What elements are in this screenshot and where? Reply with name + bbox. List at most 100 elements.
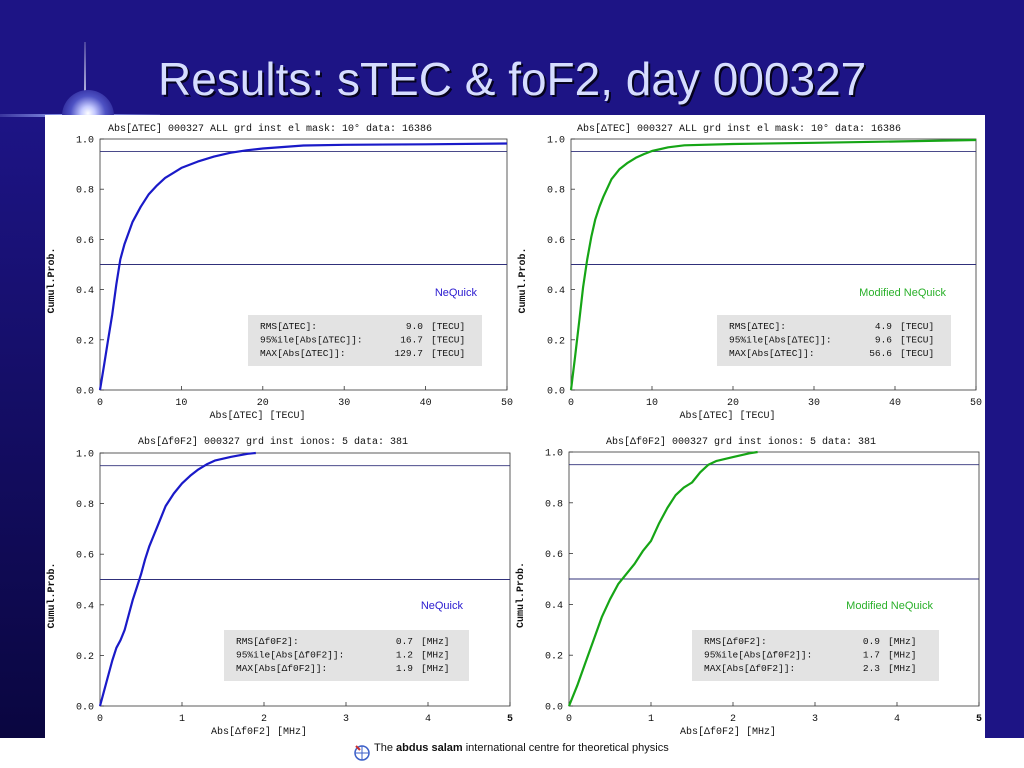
stat-label: RMS[Δf0F2]: [704,636,767,647]
y-tick-label: 0.8 [547,186,565,197]
y-tick-label: 0.8 [76,500,94,511]
y-tick-label: 0.6 [76,551,94,562]
stat-value: 0.7 [396,636,413,647]
stats-box [717,315,951,366]
x-tick-label: 50 [501,398,513,409]
x-tick-label: 20 [257,398,269,409]
x-axis-label: Abs[ΔTEC] [TECU] [679,410,775,422]
stat-label: MAX[Abs[ΔTEC]]: [729,348,815,359]
slide-title: Results: sTEC & foF2, day 000327 [158,53,867,105]
footer-bar [0,738,1024,768]
x-tick-label: 4 [425,714,431,725]
footer-name: abdus salam [396,742,463,754]
stat-label: RMS[ΔTEC]: [729,321,786,332]
y-tick-label: 0.2 [547,336,565,347]
stat-label: 95%ile[Abs[ΔTEC]]: [729,335,832,346]
x-tick-label: 1 [648,714,654,725]
x-tick-label: 2 [730,714,736,725]
stats-box [224,630,469,681]
x-tick-label: 30 [338,398,350,409]
left-decor-strip [0,118,45,738]
footer-the: The [374,742,393,754]
stat-label: 95%ile[Abs[Δf0F2]]: [704,650,812,661]
x-tick-label: 10 [646,398,658,409]
stat-label: RMS[ΔTEC]: [260,321,317,332]
x-tick-label: 30 [808,398,820,409]
x-axis-label: Abs[ΔTEC] [TECU] [209,410,305,422]
stat-unit: [TECU] [431,348,465,359]
stat-value: 9.0 [406,321,423,332]
stat-value: 2.3 [863,663,880,674]
x-tick-label: 10 [175,398,187,409]
x-tick-label: 5 [976,714,982,725]
x-tick-label: 4 [894,714,900,725]
stat-value: 56.6 [869,348,892,359]
y-axis-label: Cumul.Prob. [46,562,58,628]
stat-value: 1.2 [396,650,413,661]
y-axis-label: Cumul.Prob. [515,562,527,628]
stat-unit: [MHz] [421,636,450,647]
series-name-label: NeQuick [421,600,464,612]
y-tick-label: 0.6 [76,236,94,247]
ictp-logo-icon [354,745,370,761]
right-decor-strip [985,115,1024,738]
x-tick-label: 2 [261,714,267,725]
chart-header: Abs[ΔTEC] 000327 ALL grd inst el mask: 1… [108,123,432,135]
x-tick-label: 40 [889,398,901,409]
y-tick-label: 1.0 [76,136,94,147]
y-tick-label: 0.4 [547,286,565,297]
y-tick-label: 0.0 [545,703,563,714]
x-tick-label: 3 [812,714,818,725]
stat-label: MAX[Abs[ΔTEC]]: [260,348,346,359]
series-name-label: Modified NeQuick [859,287,946,299]
stat-unit: [TECU] [900,348,934,359]
cdf-series-line [567,450,758,707]
x-axis-label: Abs[Δf0F2] [MHz] [211,726,307,738]
stat-unit: [TECU] [431,335,465,346]
x-tick-label: 0 [566,714,572,725]
chart-1: Abs[ΔTEC] 000327 ALL grd inst el mask: 1… [46,123,513,422]
y-tick-label: 0.8 [76,186,94,197]
y-tick-label: 0.4 [76,601,94,612]
y-tick-label: 0.4 [545,601,563,612]
x-axis-label: Abs[Δf0F2] [MHz] [680,726,776,738]
stat-unit: [TECU] [431,321,465,332]
stat-value: 129.7 [394,348,423,359]
chart-header: Abs[Δf0F2] 000327 grd inst ionos: 5 data… [606,436,876,448]
stat-label: 95%ile[Abs[ΔTEC]]: [260,335,363,346]
y-tick-label: 0.0 [76,387,94,398]
x-tick-label: 0 [97,398,103,409]
y-axis-label: Cumul.Prob. [46,247,58,313]
chart-4: Abs[Δf0F2] 000327 grd inst ionos: 5 data… [515,436,982,738]
stats-box [248,315,482,366]
y-tick-label: 0.6 [547,236,565,247]
stat-value: 1.9 [396,663,413,674]
x-tick-label: 0 [568,398,574,409]
y-tick-label: 0.2 [76,336,94,347]
series-name-label: Modified NeQuick [846,600,933,612]
y-tick-label: 0.2 [76,652,94,663]
chart-2: Abs[ΔTEC] 000327 ALL grd inst el mask: 1… [517,123,982,422]
y-tick-label: 0.2 [545,652,563,663]
y-tick-label: 0.0 [547,387,565,398]
chart-3: Abs[Δf0F2] 000327 grd inst ionos: 5 data… [46,436,513,738]
stats-box [692,630,939,681]
stat-value: 9.6 [875,335,892,346]
x-tick-label: 3 [343,714,349,725]
y-tick-label: 1.0 [76,450,94,461]
stat-value: 0.9 [863,636,880,647]
x-tick-label: 40 [420,398,432,409]
y-tick-label: 0.0 [76,703,94,714]
stat-label: RMS[Δf0F2]: [236,636,299,647]
series-name-label: NeQuick [435,287,478,299]
stat-unit: [MHz] [421,663,450,674]
stat-label: MAX[Abs[Δf0F2]]: [704,663,795,674]
stat-value: 16.7 [400,335,423,346]
stat-unit: [MHz] [888,636,917,647]
y-axis-label: Cumul.Prob. [517,247,529,313]
stat-value: 1.7 [863,650,880,661]
cdf-series-line [569,138,977,391]
y-tick-label: 0.6 [545,550,563,561]
footer-credit: The abdus salam international centre for… [374,742,669,754]
